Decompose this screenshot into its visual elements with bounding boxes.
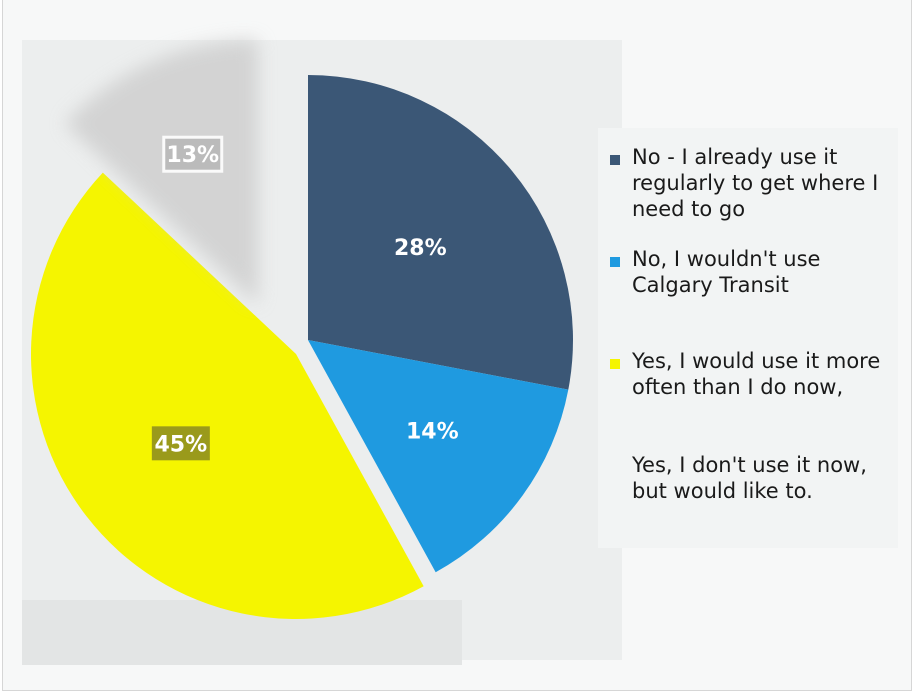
legend-item-no-already-use: No - I already use it regularly to get w… <box>610 144 895 222</box>
data-label-yes-would-like-to: 13% <box>166 143 219 168</box>
data-label-no-wouldnt-use: 14% <box>406 419 459 444</box>
legend-item-yes-more-often: Yes, I would use it more often than I do… <box>610 348 895 400</box>
pie-slices <box>30 40 573 619</box>
legend-item-yes-would-like-to: Yes, I don't use it now, but would like … <box>610 452 895 504</box>
pie-slice-no-already-use <box>308 75 573 390</box>
data-label-yes-more-often: 45% <box>154 432 207 457</box>
legend-swatch-yes-more-often <box>610 359 620 369</box>
pie-slice-yes-more-often <box>30 172 424 619</box>
legend-swatch-no-wouldnt-use <box>610 257 620 267</box>
pie-data-labels: 28% 14% 45% 13% <box>151 135 459 461</box>
legend-item-no-wouldnt-use: No, I wouldn't use Calgary Transit <box>610 246 895 298</box>
legend-swatch-no-already-use <box>610 155 620 165</box>
legend-label: Yes, I would use it more often than I do… <box>632 349 881 399</box>
data-label-box-yes-would-like-to <box>162 135 224 173</box>
chart-legend: No - I already use it regularly to get w… <box>598 128 898 548</box>
pie-slice-yes-would-like-to <box>64 40 259 305</box>
legend-label: No - I already use it regularly to get w… <box>632 145 879 221</box>
legend-label: Yes, I don't use it now, but would like … <box>632 453 867 503</box>
pie-slice-no-wouldnt-use <box>308 340 569 573</box>
data-label-box-yes-more-often <box>151 426 210 461</box>
data-label-no-already-use: 28% <box>394 236 447 261</box>
legend-label: No, I wouldn't use Calgary Transit <box>632 247 821 297</box>
